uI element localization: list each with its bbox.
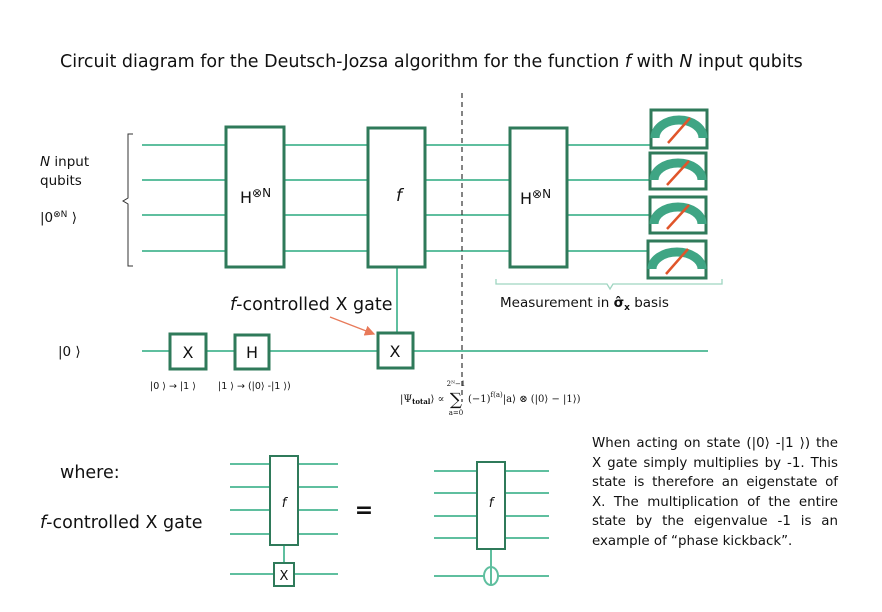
x-effect-label: |0 ⟩ → |1 ⟩	[150, 381, 196, 392]
controlled-x-gate-label: X	[390, 342, 401, 361]
h-gate-label: H	[246, 343, 258, 362]
small-circuit-left: f X	[230, 455, 338, 587]
oracle-gate	[366, 126, 427, 269]
callout-arrow	[329, 316, 376, 336]
diagram-title: Circuit diagram for the Deutsch-Jozsa al…	[60, 52, 803, 72]
control-target-icon	[483, 566, 499, 586]
measurement-meter-icon	[648, 195, 708, 235]
x-gate	[168, 332, 208, 371]
svg-text:|Ψtotal⟩ ∝: |Ψtotal⟩ ∝	[400, 394, 444, 406]
small-circuit-right: f	[434, 461, 549, 577]
measurement-label: Measurement in σ̂x basis	[500, 295, 669, 313]
controlled-x-definition-label: f-controlled X gate	[40, 513, 202, 533]
hadamard-n-label-1: H⊗N	[240, 186, 271, 207]
h-gate	[233, 333, 271, 371]
hadamard-n-gate-1	[224, 125, 286, 269]
total-state-formula: |Ψtotal⟩ ∝ 2ᴺ−1 ∑ a=0 (−1)f(a)|a⟩ ⊗ (|0⟩…	[400, 380, 581, 417]
controlled-x-callout: f-controlled X gate	[230, 295, 392, 315]
svg-text:a=0: a=0	[449, 409, 464, 417]
x-gate-label: X	[183, 343, 194, 362]
equals-sign: =	[355, 498, 373, 523]
input-state-label: |0⊗N ⟩	[40, 210, 77, 226]
svg-text:∑: ∑	[450, 390, 462, 410]
ancilla-state-label: |0 ⟩	[58, 344, 81, 360]
measurement-brace	[495, 279, 723, 291]
input-brace	[122, 133, 133, 267]
hadamard-n-gate-2	[508, 126, 569, 269]
measurement-meter-icon	[646, 239, 708, 280]
measurement-meter-icon	[648, 151, 708, 191]
input-qubits-label-line2: qubits	[40, 173, 82, 189]
where-label: where:	[60, 463, 120, 483]
h-effect-label: |1 ⟩ → (|0⟩ -|1 ⟩)	[218, 381, 291, 392]
controlled-x-gate	[376, 331, 415, 370]
svg-text:f: f	[489, 496, 496, 511]
svg-text:(−1)f(a)|a⟩ ⊗ (|0⟩ − |1⟩): (−1)f(a)|a⟩ ⊗ (|0⟩ − |1⟩)	[468, 391, 581, 405]
phase-kickback-note: When acting on state (|0⟩ -|1 ⟩) the X g…	[592, 436, 838, 549]
hadamard-n-label-2: H⊗N	[520, 187, 551, 208]
input-qubits-label: N input	[40, 154, 89, 170]
oracle-label: f	[396, 186, 405, 206]
svg-text:f: f	[282, 496, 289, 511]
svg-text:X: X	[280, 569, 289, 584]
measurement-meter-icon	[649, 108, 709, 150]
svg-text:2ᴺ−1: 2ᴺ−1	[447, 380, 466, 388]
